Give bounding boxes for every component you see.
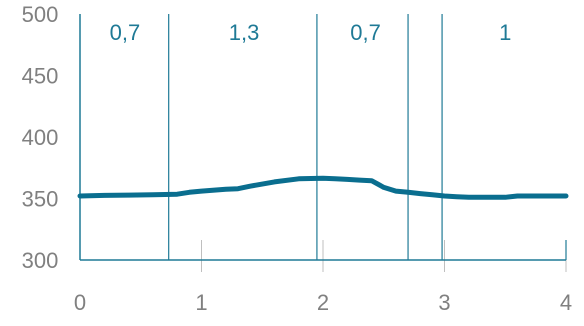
band-label: 0,7: [110, 20, 141, 45]
y-tick-label: 350: [22, 187, 59, 212]
y-tick-label: 500: [22, 2, 59, 27]
x-tick-label: 4: [560, 290, 572, 315]
series-line: [77, 175, 569, 200]
axes: [79, 14, 567, 272]
band-label: 0,7: [350, 20, 381, 45]
x-tick-label: 1: [195, 290, 207, 315]
band-dividers: [168, 14, 443, 260]
x-tick-label: 2: [317, 290, 329, 315]
series-layer: [77, 175, 569, 200]
x-tick-label: 0: [74, 290, 86, 315]
tick-labels: 300 350 400 450 500 0 1 2 3 4: [22, 2, 572, 315]
y-tick-label: 400: [22, 125, 59, 150]
band-label: 1: [499, 20, 511, 45]
band-labels: 0,7 1,3 0,7 1: [110, 20, 512, 45]
band-label: 1,3: [229, 20, 260, 45]
x-tick-label: 3: [438, 290, 450, 315]
y-tick-label: 450: [22, 64, 59, 89]
y-tick-label: 300: [22, 248, 59, 273]
